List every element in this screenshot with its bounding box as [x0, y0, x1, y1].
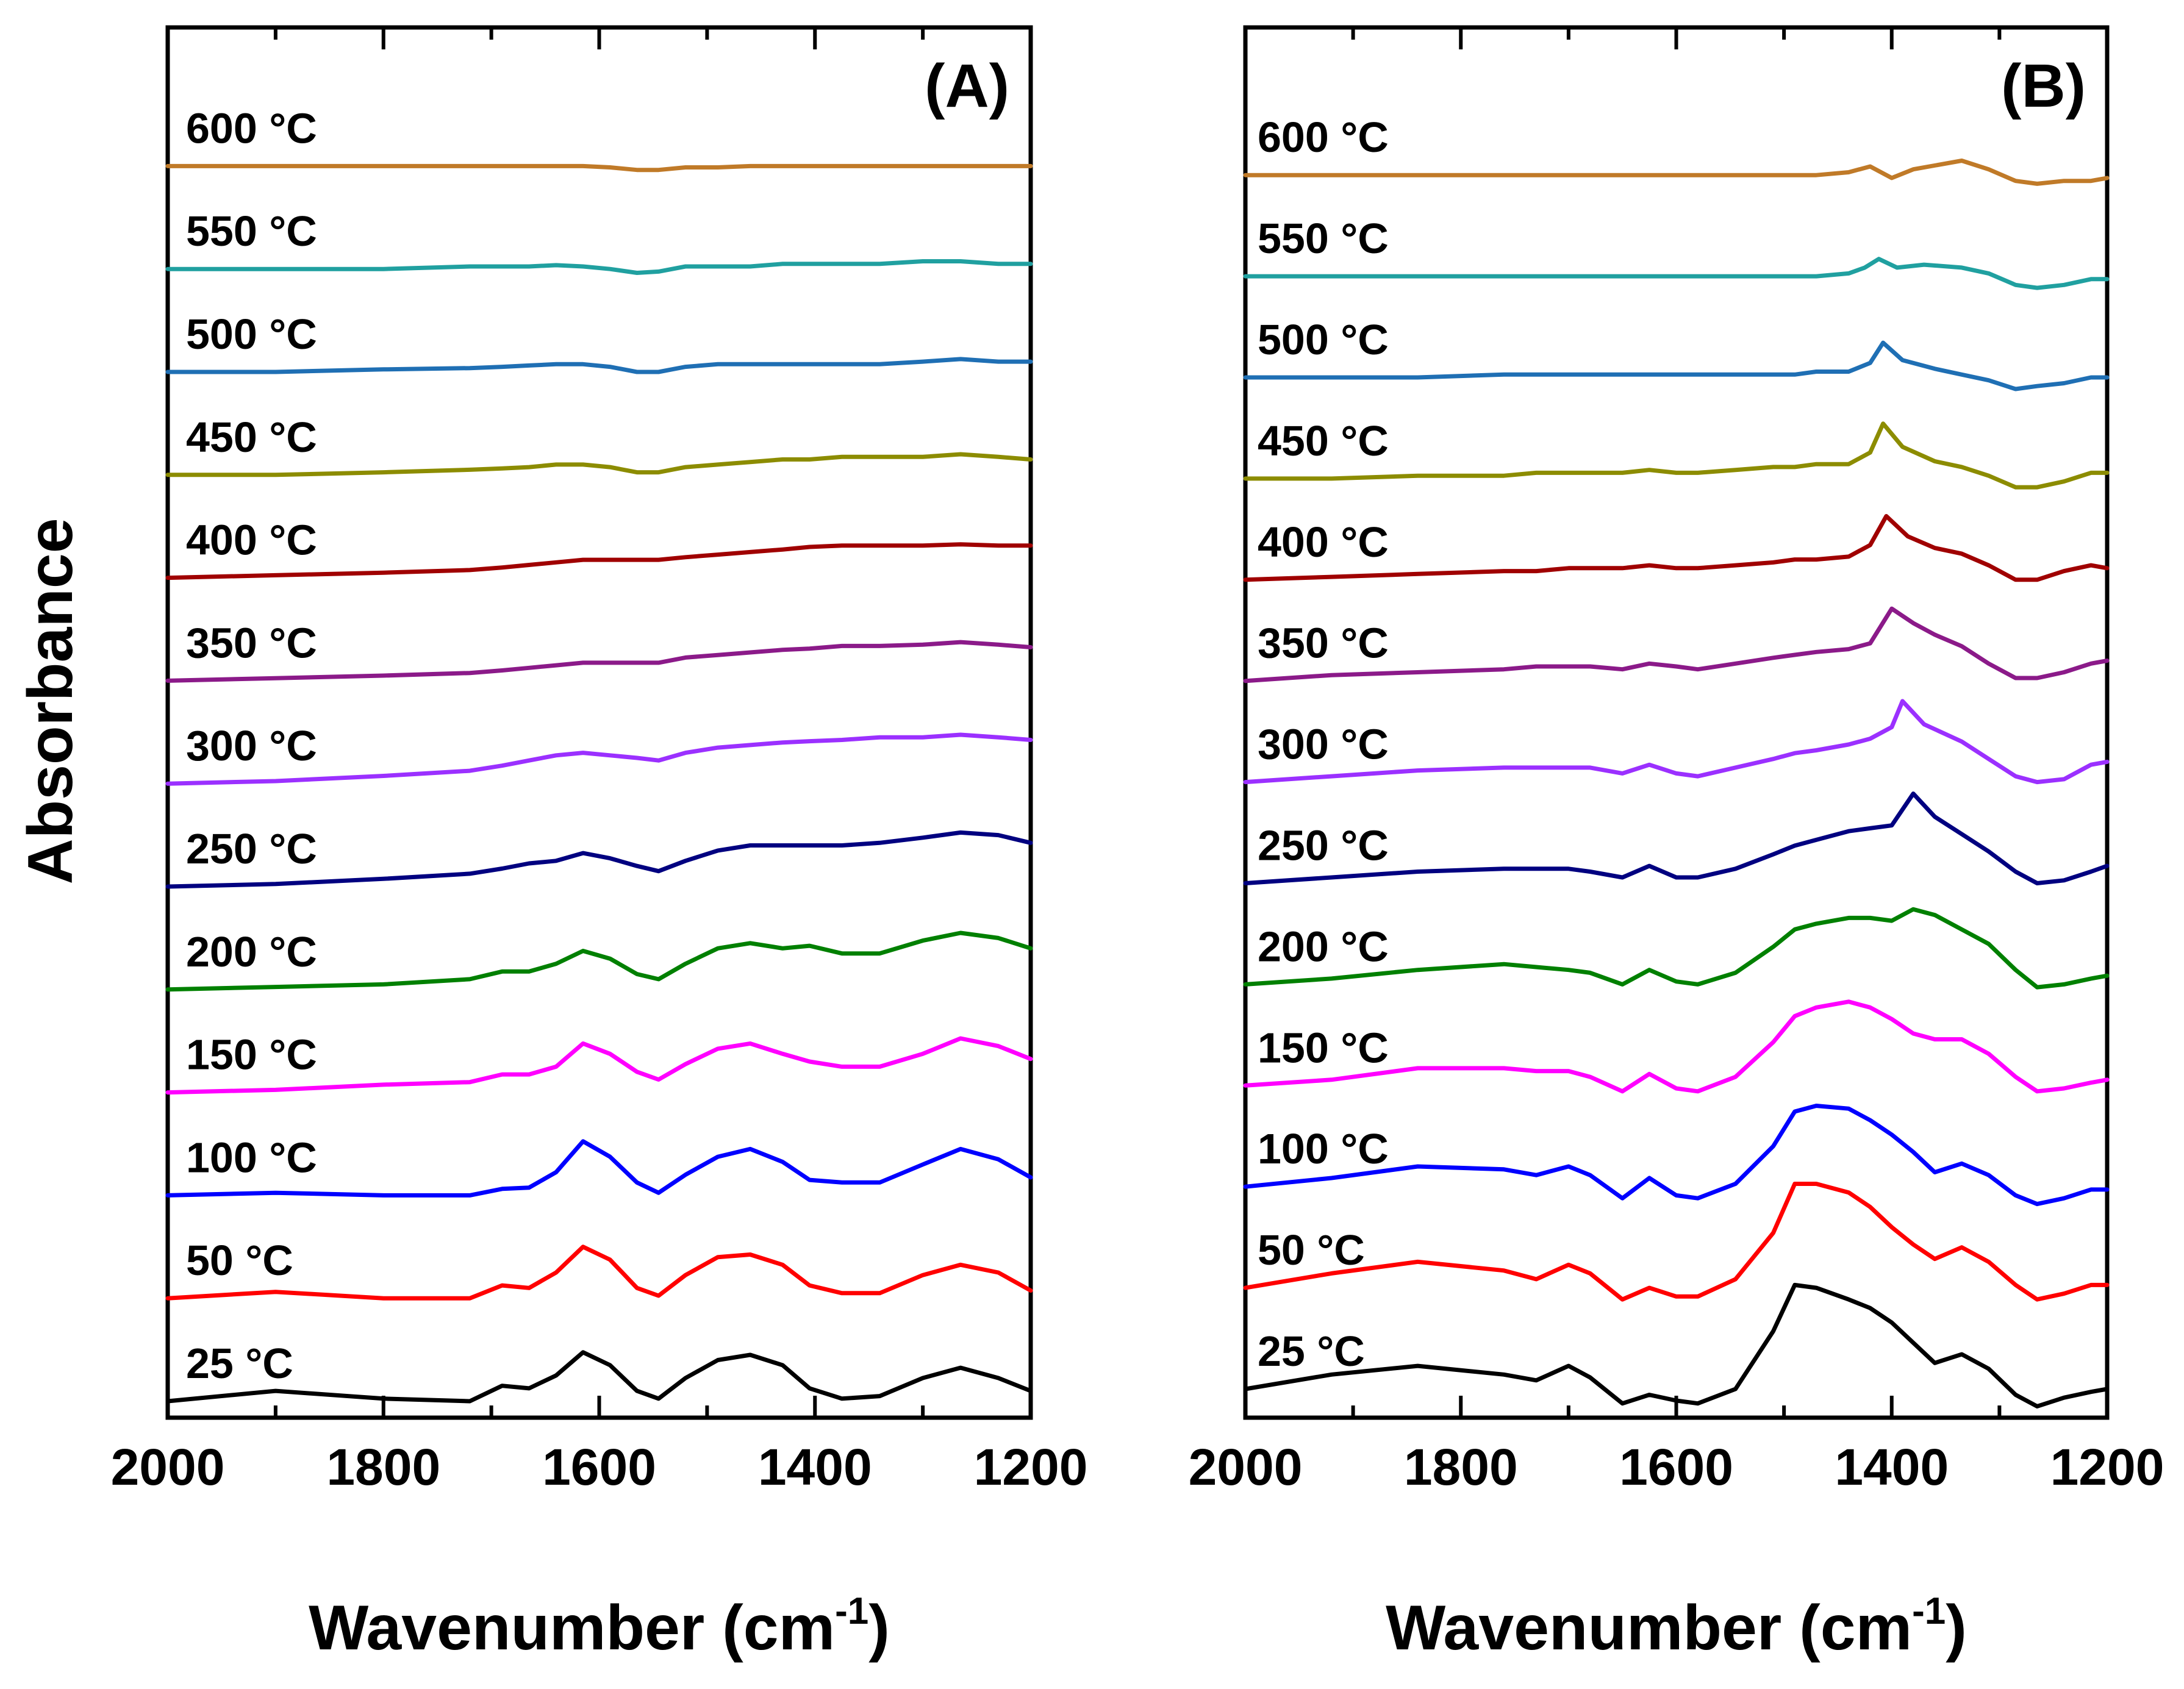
panel-a-temp-label-400c: 400 °C — [186, 516, 317, 564]
panel-b-temp-label-450c: 450 °C — [1258, 417, 1389, 465]
panel-b-trace-500c — [1243, 340, 2110, 391]
panel-b-trace-300c — [1243, 699, 2110, 785]
panel-a-temp-label-150c: 150 °C — [186, 1031, 317, 1079]
panel-b-trace-200c — [1243, 907, 2110, 990]
x-tick-label: 1400 — [758, 1438, 872, 1496]
panel-a-trace-50c — [165, 1244, 1033, 1301]
panel-a-label: (A) — [925, 52, 1009, 120]
panel-a-trace-25c — [165, 1350, 1033, 1404]
panel-b-trace-600c — [1243, 159, 2110, 186]
panel-a-trace-550c — [165, 259, 1033, 275]
panel-b-temp-label-100c: 100 °C — [1258, 1125, 1389, 1173]
x-tick-label: 1800 — [326, 1438, 440, 1496]
panel-a-temp-label-100c: 100 °C — [186, 1134, 317, 1181]
panel-a-trace-100c — [165, 1139, 1033, 1198]
panel-a-trace-250c — [165, 830, 1033, 889]
panel-b-trace-100c — [1243, 1104, 2110, 1207]
panel-b-temp-label-400c: 400 °C — [1258, 518, 1389, 566]
panel-a-trace-600c — [165, 163, 1033, 173]
panel-b-trace-450c — [1243, 421, 2110, 490]
panel-b-trace-25c — [1243, 1282, 2110, 1409]
panel-a-temp-label-300c: 300 °C — [186, 722, 317, 770]
panel-b-temp-label-200c: 200 °C — [1258, 923, 1389, 970]
panel-b-temp-label-50c: 50 °C — [1258, 1226, 1365, 1274]
panel-a-temp-label-550c: 550 °C — [186, 207, 317, 255]
panel-b-trace-250c — [1243, 791, 2110, 885]
x-axis-label: Wavenumber (cm-1) — [309, 1590, 890, 1663]
panel-a-trace-300c — [165, 732, 1033, 786]
panel-a-temp-label-450c: 450 °C — [186, 413, 317, 461]
panel-b-temp-label-25c: 25 °C — [1258, 1327, 1365, 1375]
x-tick-label: 1600 — [542, 1438, 656, 1496]
panel-a-temp-label-350c: 350 °C — [186, 619, 317, 666]
panel-b-temp-label-150c: 150 °C — [1258, 1024, 1389, 1071]
panel-a-temp-label-200c: 200 °C — [186, 928, 317, 976]
x-tick-label: 2000 — [111, 1438, 225, 1496]
x-tick-label: 1400 — [1835, 1438, 1949, 1496]
panel-b-trace-150c — [1243, 999, 2110, 1094]
panel-b-temp-label-300c: 300 °C — [1258, 721, 1389, 768]
panel-a-trace-450c — [165, 452, 1033, 477]
panel-b-temp-label-500c: 500 °C — [1258, 316, 1389, 363]
x-tick-label: 1200 — [2050, 1438, 2164, 1496]
panel-a-trace-400c — [165, 542, 1033, 580]
x-tick-label: 1800 — [1404, 1438, 1518, 1496]
panel-a-trace-150c — [165, 1036, 1033, 1095]
panel-b: 2000 1800 1600 1400 1200 Wavenumber (cm-1) (B)… — [1189, 25, 2164, 1663]
panel-b-trace-400c — [1243, 514, 2110, 582]
panel-a-temp-label-25c: 25 °C — [186, 1340, 293, 1387]
panel-a-trace-350c — [165, 640, 1033, 683]
panel-b-trace-350c — [1243, 606, 2110, 684]
panel-b-temp-label-250c: 250 °C — [1258, 822, 1389, 869]
panel-b-trace-50c — [1243, 1182, 2110, 1302]
panel-a-temp-label-250c: 250 °C — [186, 825, 317, 873]
x-tick-label: 1200 — [974, 1438, 1088, 1496]
y-axis-label: Absorbance — [15, 518, 86, 884]
panel-b-temp-label-350c: 350 °C — [1258, 620, 1389, 667]
panel-a-trace-200c — [165, 930, 1033, 992]
panel-b-label: (B) — [2001, 52, 2086, 120]
panel-a: 2000 1800 1600 1400 1200 Wavenumber (cm-1) (A)… — [111, 25, 1088, 1663]
x-axis-label: Wavenumber (cm-1) — [1386, 1590, 1967, 1663]
panel-b-temp-label-550c: 550 °C — [1258, 215, 1389, 262]
panel-a-trace-500c — [165, 357, 1033, 374]
panel-a-temp-label-50c: 50 °C — [186, 1237, 293, 1284]
panel-a-temp-label-500c: 500 °C — [186, 310, 317, 358]
x-tick-label: 1600 — [1619, 1438, 1733, 1496]
panel-b-temp-label-600c: 600 °C — [1258, 113, 1389, 161]
panel-b-trace-550c — [1243, 257, 2110, 290]
x-tick-label: 2000 — [1189, 1438, 1303, 1496]
panel-a-temp-label-600c: 600 °C — [186, 104, 317, 152]
